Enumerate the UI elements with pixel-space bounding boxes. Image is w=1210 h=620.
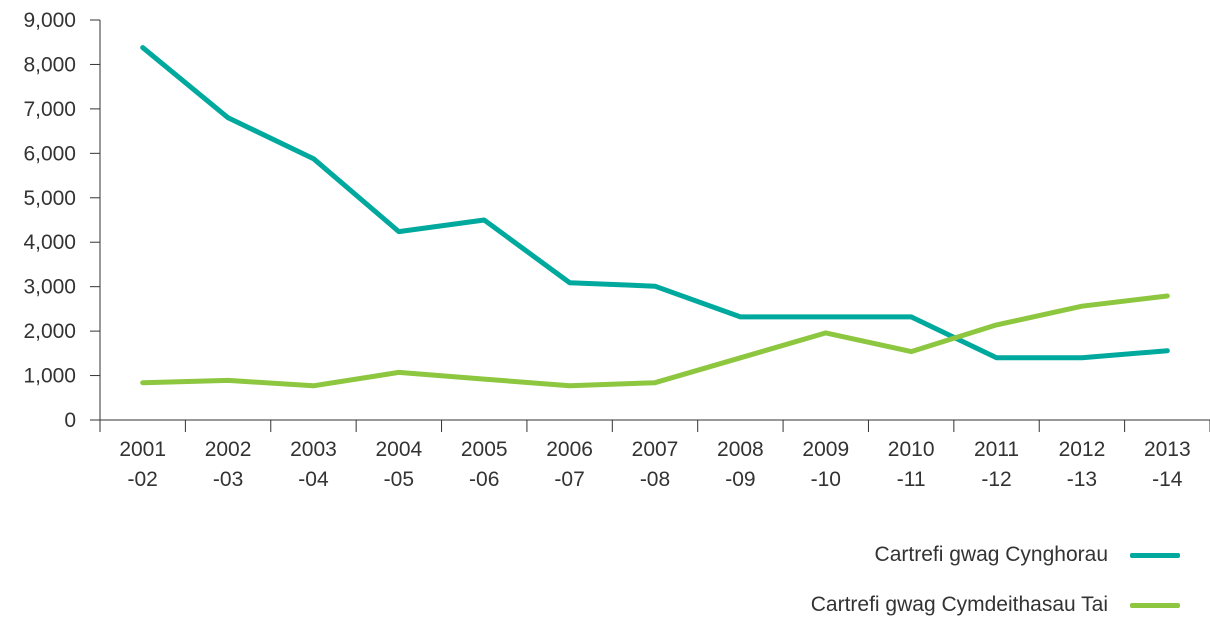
y-tick-label: 0: [64, 409, 76, 432]
x-tick-label: 2001 -02: [119, 438, 166, 491]
x-tick-label: 2005 -06: [461, 438, 508, 491]
x-axis-ticks: 2001 -02 2002 -03 2003 -04 2004 -05 2005 -06 2006-…: [99, 420, 1210, 491]
y-tick-label: 6,000: [23, 142, 76, 165]
y-tick-label: 3,000: [23, 276, 76, 299]
legend-label: Cartrefi gwag Cynghorau: [874, 543, 1108, 566]
legend-label: Cartrefi gwag Cymdeithasau Tai: [810, 593, 1108, 616]
series-line-1: [140, 45, 1170, 361]
x-tick-label: 2013 -14: [1144, 438, 1191, 491]
line-chart: 0 1,000 2,000 3,000 4,000 5,000 6,000 7,000 8,00…: [23, 9, 1210, 491]
x-tick-label: 2008 -09: [717, 438, 764, 491]
axes: [99, 20, 1210, 421]
series-lines: [140, 45, 1170, 389]
x-tick-label: 2006 -07: [546, 438, 593, 491]
series-line-2: [140, 293, 1170, 389]
y-tick-label: 5,000: [23, 187, 76, 210]
x-tick-label: 2010 -11: [888, 438, 935, 491]
y-tick-label: 1,000: [23, 365, 76, 388]
x-tick-label: 2003 -04: [290, 438, 337, 491]
x-tick-label: 2011 -12: [974, 438, 1019, 491]
x-tick-label: 2012 -13: [1059, 438, 1106, 491]
legend-item-series-2: Cartrefi gwag Cymdeithasau Tai: [811, 590, 1180, 620]
x-tick-label: 2009 -10: [802, 438, 849, 491]
y-tick-label: 2,000: [23, 320, 76, 343]
legend-swatch: [1130, 602, 1180, 608]
y-tick-label: 4,000: [23, 231, 76, 254]
legend-item-series-1: Cartrefi gwag Cynghorau: [875, 540, 1180, 570]
x-tick-label: 2007 -08: [632, 438, 679, 491]
legend-swatch: [1130, 552, 1180, 558]
y-tick-label: 8,000: [23, 53, 76, 76]
x-tick-label: 2004 -05: [375, 438, 422, 491]
y-axis-ticks: 0 1,000 2,000 3,000 4,000 5,000 6,000 7,000 8,00…: [23, 9, 100, 432]
x-tick-label: 2002 -03: [205, 438, 252, 491]
y-tick-label: 7,000: [23, 98, 76, 121]
y-tick-label: 9,000: [23, 9, 76, 32]
